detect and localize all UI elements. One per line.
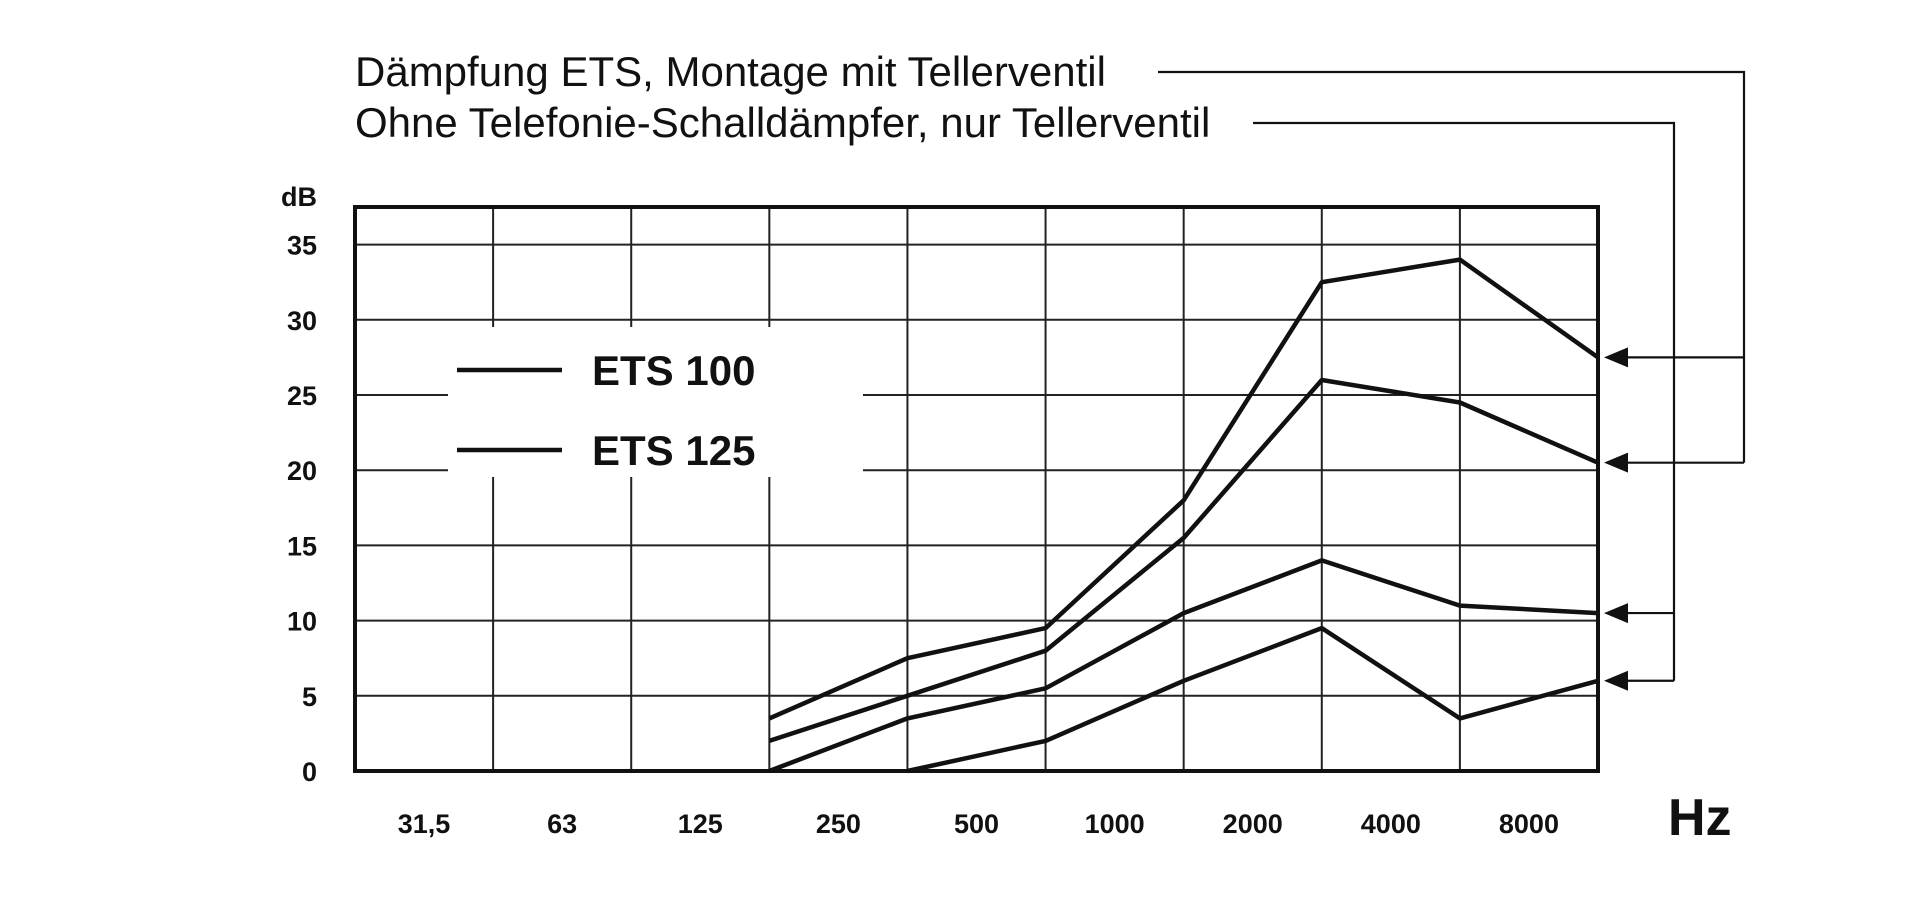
x-tick-label: 4000: [1361, 809, 1421, 839]
legend: ETS 100 ETS 125: [457, 347, 755, 474]
y-tick-label: 20: [287, 456, 317, 486]
y-tick-label: 35: [287, 231, 317, 261]
series-line-1: [768, 257, 1600, 721]
arrowhead-icon: [1604, 603, 1628, 624]
x-axis-unit: Hz: [1668, 789, 1732, 847]
chart-title-line-1: Dämpfung ETS, Montage mit Tellerventil: [355, 48, 1106, 95]
y-tick-label: 30: [287, 306, 317, 336]
y-tick-label: 15: [287, 531, 317, 561]
chart-title-line-2: Ohne Telefonie-Schalldämpfer, nur Teller…: [355, 99, 1210, 146]
legend-label: ETS 100: [592, 347, 755, 394]
y-tick-label: 25: [287, 381, 317, 411]
y-tick-label: 10: [287, 607, 317, 637]
arrowhead-icon: [1604, 347, 1628, 368]
leader-lines: [1158, 70, 1746, 691]
chart-titles: Dämpfung ETS, Montage mit TellerventilOh…: [355, 48, 1210, 146]
x-tick-label: 2000: [1223, 809, 1283, 839]
x-tick-label: 125: [678, 809, 723, 839]
leader-line: [1253, 121, 1676, 681]
series-lines: [768, 257, 1600, 774]
plot-frame: [353, 205, 1600, 773]
y-axis-unit: dB: [281, 182, 317, 212]
legend-label: ETS 125: [592, 427, 755, 474]
x-tick-label: 31,5: [398, 809, 451, 839]
y-tick-label: 0: [302, 757, 317, 787]
series-line-4: [906, 625, 1599, 774]
arrowhead-icon: [1604, 452, 1628, 473]
series-line-2: [768, 377, 1599, 744]
x-tick-label: 500: [954, 809, 999, 839]
arrowhead-icon: [1604, 670, 1628, 691]
series-line-3: [768, 558, 1599, 774]
x-tick-label: 250: [816, 809, 861, 839]
x-tick-label: 1000: [1085, 809, 1145, 839]
x-tick-label: 8000: [1499, 809, 1559, 839]
axes: 0 5 10 15 20 25 30 35 dB 31,5 63 125 250 500 1000 2000 4…: [281, 182, 1732, 847]
leader-line: [1158, 70, 1746, 463]
y-tick-label: 5: [302, 682, 317, 712]
x-tick-label: 63: [547, 809, 577, 839]
